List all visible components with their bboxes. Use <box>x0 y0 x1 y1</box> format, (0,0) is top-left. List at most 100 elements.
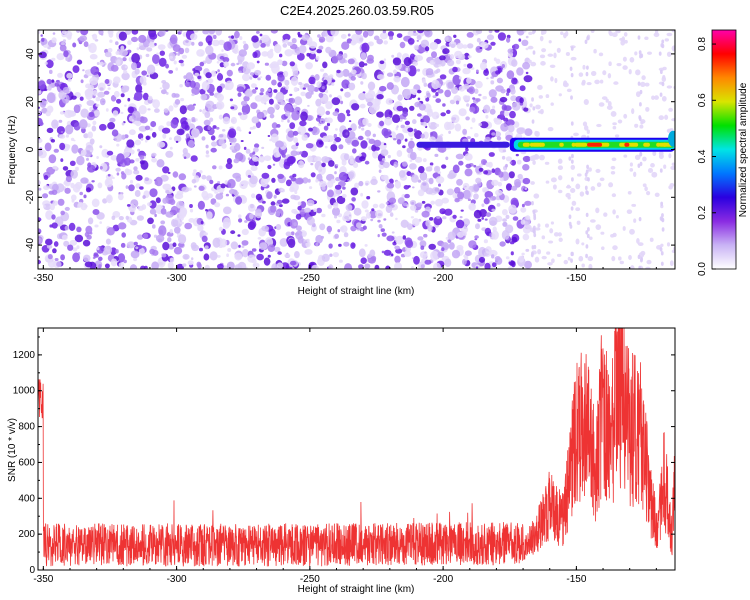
noise-blob <box>88 145 91 149</box>
noise-blob-faint <box>595 224 602 230</box>
noise-blob <box>310 162 314 166</box>
noise-blob <box>297 201 302 206</box>
noise-blob <box>99 123 107 131</box>
noise-blob <box>145 135 150 141</box>
noise-blob-faint <box>603 212 608 217</box>
noise-blob <box>263 155 272 161</box>
noise-blob <box>179 105 187 115</box>
noise-blob <box>239 129 242 132</box>
noise-blob-faint <box>575 238 580 245</box>
noise-blob <box>508 259 512 262</box>
noise-blob <box>329 74 334 79</box>
snr-ytick-label: 1000 <box>13 386 36 397</box>
noise-blob <box>218 165 223 170</box>
noise-blob <box>428 177 434 185</box>
noise-blob <box>333 202 339 209</box>
noise-blob <box>409 163 417 170</box>
noise-blob <box>208 30 216 35</box>
noise-blob <box>465 148 469 152</box>
noise-blob <box>46 244 53 249</box>
noise-blob <box>289 61 295 67</box>
noise-blob <box>119 49 128 57</box>
noise-blob-faint <box>545 180 550 184</box>
noise-blob <box>190 242 197 249</box>
noise-blob <box>144 139 148 143</box>
noise-blob <box>182 32 187 37</box>
noise-streak <box>570 72 574 78</box>
noise-blob-faint <box>547 126 554 132</box>
noise-blob <box>54 82 59 87</box>
noise-blob <box>352 148 357 154</box>
noise-blob <box>479 209 488 218</box>
noise-blob <box>79 96 84 101</box>
noise-blob <box>125 215 129 220</box>
noise-blob <box>215 126 220 130</box>
noise-blob <box>307 178 311 183</box>
noise-blob <box>468 240 477 249</box>
noise-blob <box>49 69 53 74</box>
noise-blob <box>144 177 149 182</box>
noise-blob <box>167 171 171 174</box>
noise-blob <box>245 148 251 154</box>
noise-blob <box>295 142 299 146</box>
noise-blob-faint <box>626 209 633 215</box>
noise-blob <box>251 248 257 252</box>
noise-blob <box>406 204 409 207</box>
noise-blob <box>462 44 468 49</box>
noise-blob <box>76 226 82 233</box>
heatmap-xtick-label: -150 <box>566 273 586 284</box>
noise-blob-faint <box>570 188 576 193</box>
noise-blob <box>495 189 503 196</box>
noise-blob <box>341 193 347 198</box>
noise-blob <box>491 132 496 136</box>
noise-blob <box>412 218 420 227</box>
noise-blob-faint <box>550 221 554 225</box>
noise-blob <box>294 190 298 194</box>
noise-blob <box>439 74 447 80</box>
noise-blob <box>281 153 286 158</box>
noise-blob <box>259 40 263 44</box>
noise-blob <box>120 111 124 115</box>
noise-blob <box>290 76 299 86</box>
noise-blob <box>259 76 263 78</box>
noise-streak <box>638 216 642 222</box>
noise-blob-faint <box>641 75 646 81</box>
noise-blob <box>495 257 503 265</box>
noise-blob-faint <box>599 79 604 84</box>
noise-streak <box>658 51 662 56</box>
noise-blob <box>227 248 232 252</box>
noise-blob <box>159 50 165 56</box>
noise-blob-faint <box>581 81 586 86</box>
noise-blob <box>216 73 224 81</box>
noise-blob <box>383 143 387 146</box>
noise-blob <box>324 145 328 149</box>
noise-blob <box>454 123 462 132</box>
noise-blob <box>283 161 291 170</box>
noise-blob <box>290 150 298 157</box>
noise-blob <box>190 33 198 41</box>
noise-blob <box>41 37 45 42</box>
noise-blob <box>241 240 249 246</box>
noise-blob <box>137 205 144 211</box>
noise-blob <box>367 101 373 107</box>
noise-blob <box>272 163 276 166</box>
noise-blob <box>218 226 223 232</box>
noise-blob <box>162 82 170 90</box>
noise-blob-faint <box>624 39 628 44</box>
noise-blob <box>507 266 514 269</box>
noise-blob <box>366 137 371 141</box>
noise-blob <box>519 97 524 104</box>
noise-blob <box>225 80 234 91</box>
noise-blob <box>89 149 93 153</box>
noise-blob <box>444 89 452 98</box>
noise-blob-faint <box>601 246 605 251</box>
noise-blob <box>437 251 445 258</box>
noise-blob <box>196 261 202 268</box>
noise-blob <box>491 230 499 240</box>
noise-blob <box>341 41 350 50</box>
noise-blob <box>162 197 168 204</box>
noise-blob <box>285 111 291 117</box>
noise-blob <box>361 127 365 131</box>
noise-blob <box>407 38 415 45</box>
noise-blob <box>157 44 166 50</box>
